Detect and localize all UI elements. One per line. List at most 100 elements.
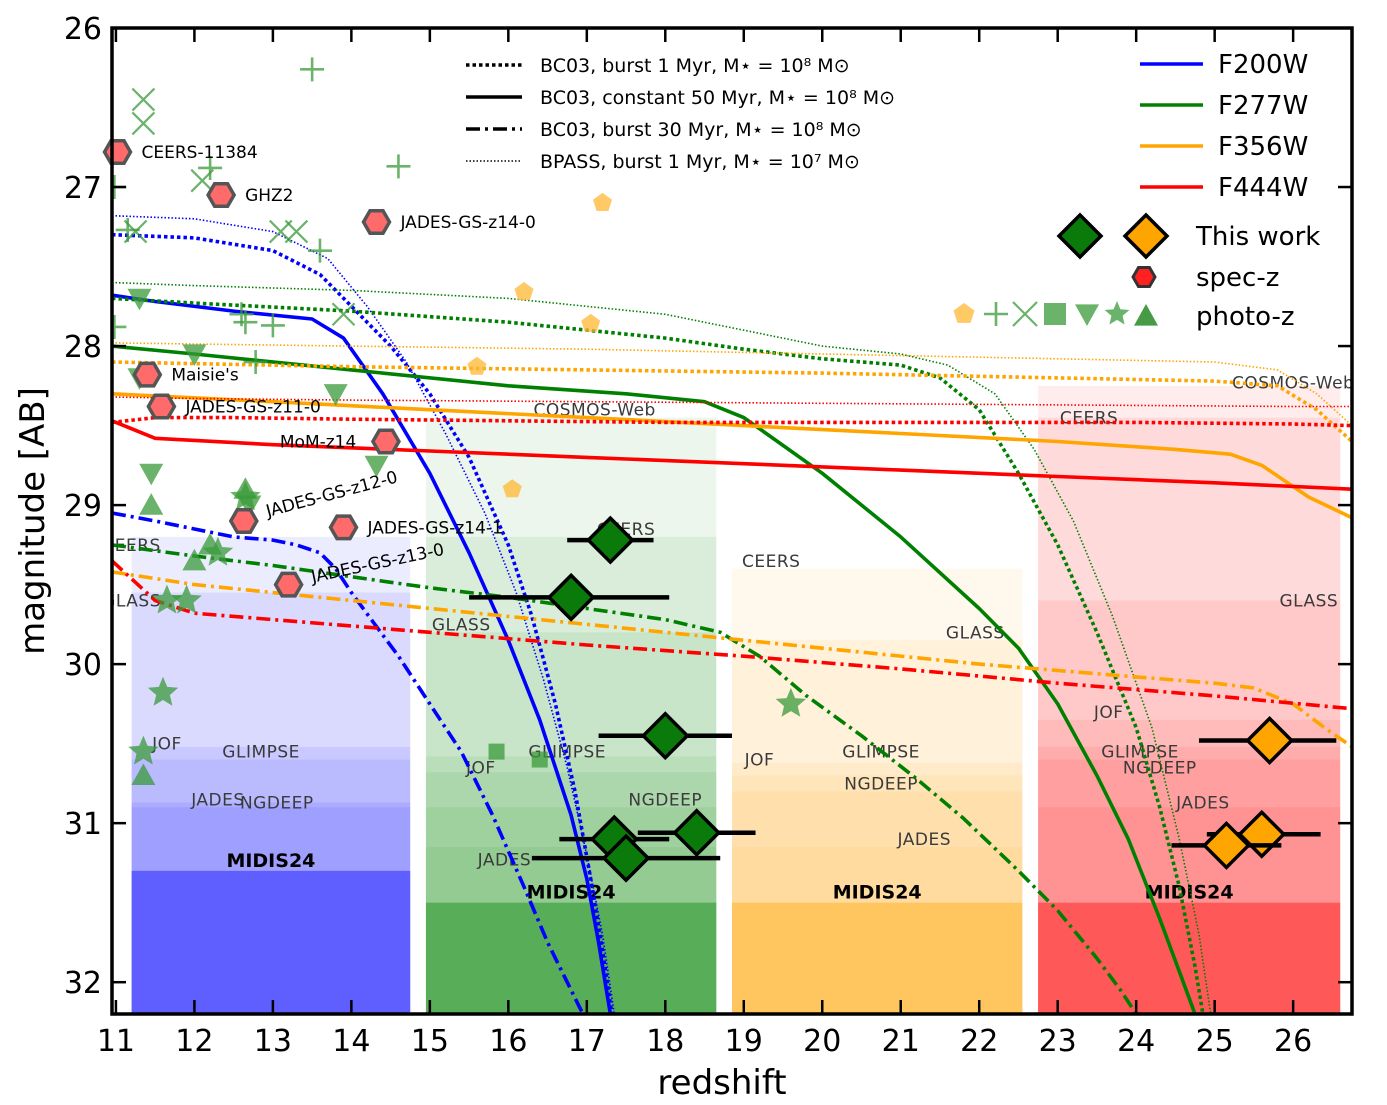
depth-band-f200w: [131, 746, 411, 1014]
x-tick-label: 12: [175, 1024, 213, 1059]
curve-f200w-solid: [112, 293, 613, 1014]
y-tick-label: 27: [64, 171, 102, 206]
x-tick-label: 26: [1274, 1024, 1312, 1059]
x-tick-label: 11: [97, 1024, 135, 1059]
spec-z-label: JADES-GS-z11-0: [184, 397, 320, 417]
photo-z-triangle-up: [139, 493, 164, 515]
survey-label-ngdeep: NGDEEP: [844, 774, 918, 794]
curve-f356w-solid: [112, 392, 1352, 520]
photo-z-star: [151, 584, 183, 614]
spec-z-label: MoM-z14: [280, 432, 356, 452]
curve-f277w-fine-dotted: [112, 281, 1212, 1014]
legend-photo-z-square: [1044, 303, 1066, 325]
legend-photo-z-pentagon: [953, 303, 975, 323]
photo-z-pentagon: [593, 192, 612, 211]
curve-f277w-solid: [112, 344, 1197, 1014]
survey-label-ngdeep: NGDEEP: [628, 790, 702, 810]
depth-band-f444w: [1038, 417, 1341, 1014]
spec-z-marker: [328, 514, 359, 541]
survey-label-glass: GLASS: [102, 592, 161, 612]
survey-label-jof: JOF: [151, 735, 182, 755]
curve-f356w-dotted: [112, 360, 1352, 443]
depth-band-f356w: [732, 791, 1023, 1014]
photo-z-pentagon: [514, 282, 534, 301]
midis-label: MIDIS24: [1145, 882, 1234, 904]
photo-z-cross: [131, 111, 156, 136]
spec-z-label: JADES-GS-z14-1: [367, 518, 503, 538]
x-tick-label: 25: [1196, 1024, 1234, 1059]
x-tick-label: 19: [725, 1024, 763, 1059]
this-work-diamond-f277w: [672, 808, 722, 858]
curve-f200w-dashdot: [112, 511, 585, 1014]
photo-z-star: [230, 481, 261, 511]
x-tick-label: 22: [960, 1024, 998, 1059]
plot-frame: [110, 26, 1354, 1016]
photo-z-star: [171, 584, 202, 614]
depth-band-f200w: [131, 802, 411, 1014]
legend-this-work-green: [1056, 212, 1104, 260]
spec-z-marker: [370, 428, 401, 455]
spec-z-label: Maisie's: [171, 366, 239, 386]
photo-z-cross: [284, 219, 309, 244]
photo-z-triangle-down: [182, 344, 207, 367]
this-work-diamond-f277w: [640, 711, 690, 761]
spec-z-label: JADES-GS-z12-0: [263, 467, 400, 522]
y-tick-label: 28: [64, 330, 102, 365]
depth-band-f444w: [1038, 807, 1341, 1014]
photo-z-plus: [198, 155, 223, 180]
y-tick-label: 31: [64, 807, 102, 842]
this-work-diamond-f277w: [546, 572, 596, 622]
curve-f444w-dotted: [112, 415, 1352, 428]
x-tick-label: 13: [254, 1024, 292, 1059]
legend-filter-label: F200W: [1218, 50, 1308, 80]
survey-label-glass: GLASS: [946, 623, 1005, 643]
photo-z-star: [128, 735, 159, 765]
legend-this-work-orange: [1122, 212, 1170, 260]
y-axis-title: magnitude [AB]: [13, 387, 53, 655]
x-tick-label: 18: [646, 1024, 684, 1059]
survey-label-jades: JADES: [1175, 793, 1229, 813]
spec-z-marker: [146, 393, 177, 420]
x-axis-title: redshift: [657, 1063, 786, 1103]
x-tick-label: 14: [332, 1024, 370, 1059]
legend-photo-z-plus: [984, 302, 1008, 326]
depth-band-f356w: [732, 847, 1023, 1014]
photo-z-pentagon: [581, 313, 601, 332]
depth-band-f444w: [1038, 759, 1341, 1014]
spec-z-marker: [361, 209, 392, 236]
legend-spec-z-marker: [1131, 266, 1157, 288]
photo-z-cross: [331, 302, 356, 327]
this-work-diamond-f356w: [1245, 715, 1295, 765]
midis-label: MIDIS24: [226, 850, 315, 872]
this-work-diamond-f277w: [601, 833, 651, 883]
spec-z-marker: [102, 139, 133, 166]
legend-line-label: BC03, constant 50 Myr, M⋆ = 10⁸ M⊙: [540, 87, 895, 109]
photo-z-plus: [233, 310, 258, 335]
depth-band-f200w: [131, 807, 411, 1014]
depth-band-f444w: [1038, 746, 1341, 1014]
legend-filter-label: F277W: [1218, 91, 1308, 121]
x-tick-label: 16: [489, 1024, 527, 1059]
curve-f200w-dotted: [112, 232, 614, 1014]
photo-z-star: [147, 676, 179, 706]
photo-z-triangle-down: [323, 384, 348, 406]
depth-band-f356w: [732, 568, 1023, 1014]
legend-line-label: BC03, burst 1 Myr, M⋆ = 10⁸ M⊙: [540, 55, 850, 77]
spec-z-label: GHZ2: [245, 186, 293, 206]
photo-z-star: [202, 536, 234, 566]
photo-z-triangle-down: [139, 463, 164, 486]
spec-z-label: JADES-GS-z14-0: [399, 213, 535, 233]
legend-photo-z-cross: [1012, 301, 1038, 327]
spec-z-label: CEERS-11384: [141, 143, 257, 163]
x-tick-label: 21: [882, 1024, 920, 1059]
survey-label-jades: JADES: [190, 790, 244, 810]
photo-z-star: [775, 687, 807, 717]
photo-z-triangle-down: [364, 455, 389, 478]
depth-band-f444w: [1038, 719, 1341, 1014]
legend-line-label: BC03, burst 30 Myr, M⋆ = 10⁸ M⊙: [540, 119, 862, 141]
survey-label-ngdeep: NGDEEP: [240, 793, 314, 813]
photo-z-pentagon: [502, 479, 522, 498]
survey-label-jof: JOF: [1093, 703, 1124, 723]
